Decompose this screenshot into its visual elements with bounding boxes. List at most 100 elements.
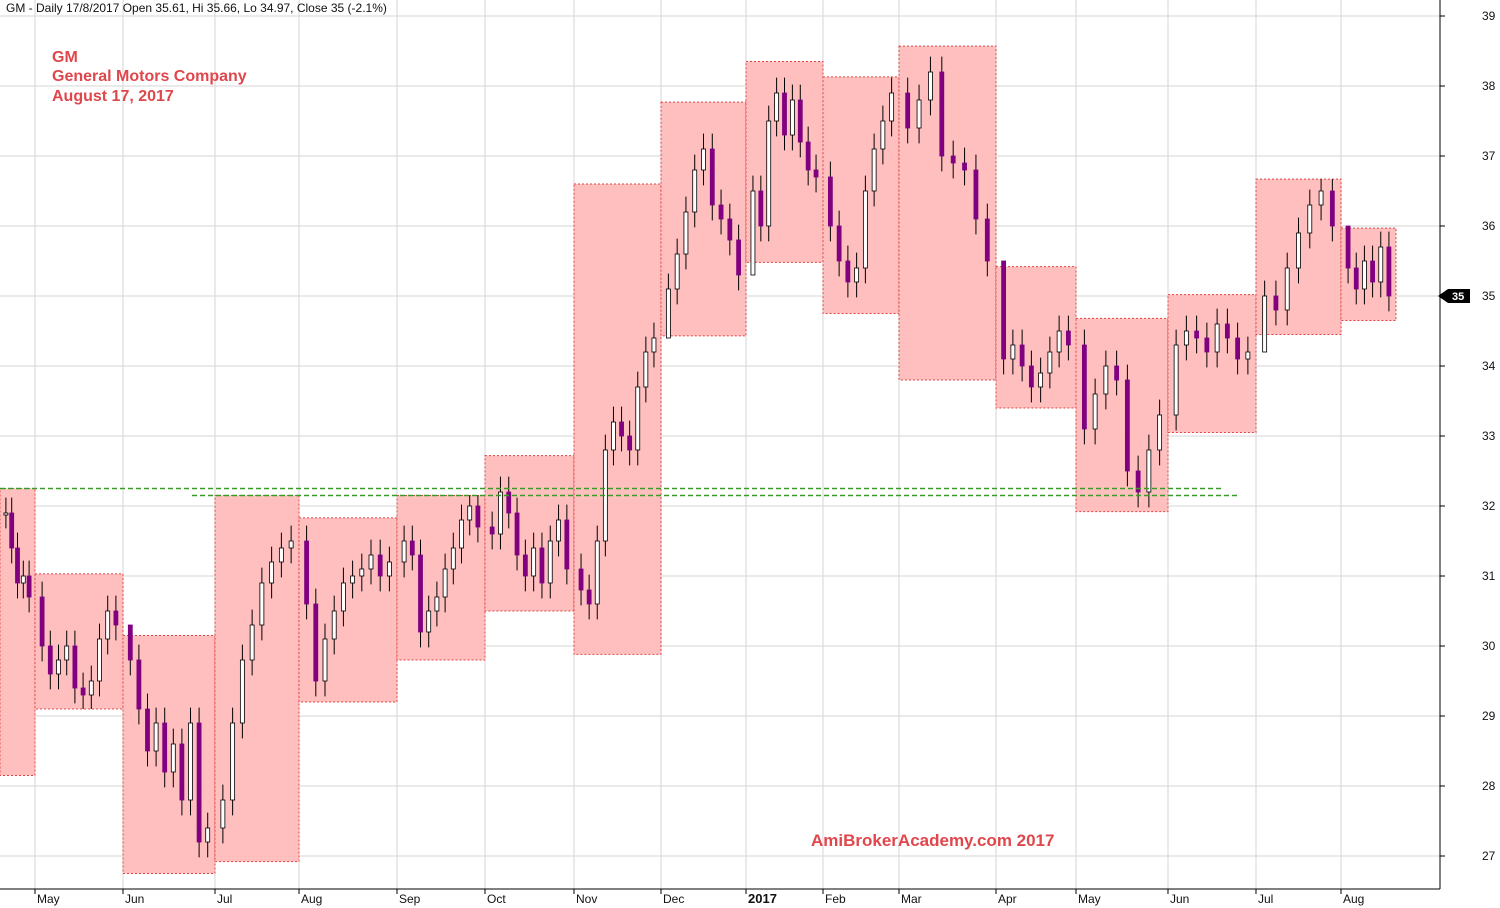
- y-tick-label: 39: [1482, 9, 1496, 23]
- candle-body: [426, 610, 432, 633]
- x-tick-label: Jul: [217, 892, 232, 906]
- candle-body: [750, 190, 756, 276]
- candle-body: [643, 351, 649, 388]
- candle-body: [1124, 379, 1130, 472]
- candle-body: [916, 99, 922, 129]
- candle-body: [506, 491, 512, 514]
- candle-body: [1214, 323, 1220, 353]
- candle-body: [905, 92, 911, 129]
- candle-body: [1362, 260, 1367, 290]
- y-tick-label: 28: [1482, 779, 1496, 793]
- candle-body: [522, 554, 528, 577]
- candle-body: [1262, 295, 1268, 353]
- month-range-box: [1075, 317, 1169, 513]
- candle-body: [80, 687, 86, 696]
- candle-body: [377, 554, 383, 577]
- candle-body: [97, 638, 102, 682]
- candle-body: [145, 708, 150, 752]
- candle-body: [113, 610, 119, 626]
- candle-body: [88, 680, 94, 696]
- y-tick-label: 29: [1482, 709, 1496, 723]
- candle-body: [805, 141, 811, 171]
- candle-body: [1245, 351, 1251, 360]
- candle-body: [889, 92, 895, 122]
- month-range-box: [214, 495, 300, 863]
- candle-body: [539, 547, 545, 584]
- candle-body: [709, 148, 715, 206]
- candle-body: [1307, 204, 1313, 234]
- y-tick-label: 37: [1482, 149, 1496, 163]
- candle-body: [797, 99, 803, 143]
- candle-body: [401, 540, 407, 563]
- candle-body: [434, 596, 440, 612]
- support-lines: [0, 487, 1238, 497]
- current-price-marker: [1438, 289, 1470, 303]
- candle-body: [162, 722, 168, 773]
- candle-body: [1273, 295, 1279, 311]
- candle-body: [489, 526, 495, 535]
- company-label: General Motors Company: [52, 68, 247, 85]
- x-tick-label: Aug: [301, 892, 322, 906]
- x-tick-label: Aug: [1343, 892, 1364, 906]
- candle-body: [230, 722, 236, 801]
- candle-body: [9, 512, 15, 549]
- candle-body: [105, 610, 111, 640]
- x-tick-label: May: [37, 892, 60, 906]
- candle-body: [1103, 365, 1109, 395]
- candle-body: [498, 491, 503, 535]
- candle-body: [475, 505, 481, 528]
- x-tick-label: Nov: [576, 892, 597, 906]
- candle-body: [1047, 351, 1053, 374]
- candle-body: [288, 540, 294, 549]
- candle-body: [1146, 449, 1152, 493]
- candle-body: [1065, 330, 1071, 346]
- candle-body: [862, 190, 868, 269]
- candle-body: [331, 610, 337, 640]
- candle-body: [1345, 225, 1351, 269]
- candle-body: [1135, 470, 1141, 493]
- x-tick-label: 2017: [748, 891, 777, 906]
- candle-body: [950, 155, 956, 164]
- candle-body: [1194, 330, 1200, 339]
- candle-body: [442, 568, 448, 598]
- month-range-box: [573, 183, 662, 655]
- candle-body: [386, 561, 392, 577]
- x-tick-label: May: [1078, 892, 1101, 906]
- candle-body: [547, 540, 553, 584]
- candle-body: [15, 547, 20, 584]
- candle-body: [586, 589, 592, 605]
- watermark: AmiBrokerAcademy.com 2017: [811, 831, 1055, 850]
- y-tick-label: 38: [1482, 79, 1496, 93]
- candles: [3, 56, 1392, 858]
- current-price-label: 35: [1452, 291, 1464, 303]
- candle-body: [188, 722, 193, 801]
- y-tick-label: 30: [1482, 639, 1496, 653]
- candle-body: [564, 519, 570, 570]
- candle-body: [1157, 414, 1163, 451]
- candle-body: [1353, 267, 1359, 290]
- month-range-box: [34, 573, 124, 710]
- month-range-box: [0, 488, 36, 776]
- candle-body: [1081, 344, 1087, 430]
- candle-body: [205, 827, 211, 843]
- candle-body: [619, 421, 624, 437]
- candle-body: [766, 120, 772, 227]
- candle-body: [1329, 190, 1335, 227]
- candle-body: [467, 505, 473, 521]
- candle-body: [1092, 393, 1098, 430]
- candle-body: [72, 645, 78, 689]
- candle-body: [1028, 365, 1034, 388]
- candle-body: [239, 659, 245, 724]
- y-tick-label: 31: [1482, 569, 1496, 583]
- candle-body: [170, 743, 176, 773]
- candle-body: [1370, 260, 1375, 283]
- candle-body: [1010, 344, 1016, 360]
- y-tick-label: 36: [1482, 219, 1496, 233]
- candle-body: [627, 435, 633, 451]
- x-tick-label: Dec: [663, 892, 684, 906]
- candle-body: [692, 169, 698, 213]
- candle-body: [514, 512, 520, 556]
- candle-body: [836, 225, 842, 262]
- month-range-box: [396, 495, 486, 661]
- candle-body: [789, 99, 795, 136]
